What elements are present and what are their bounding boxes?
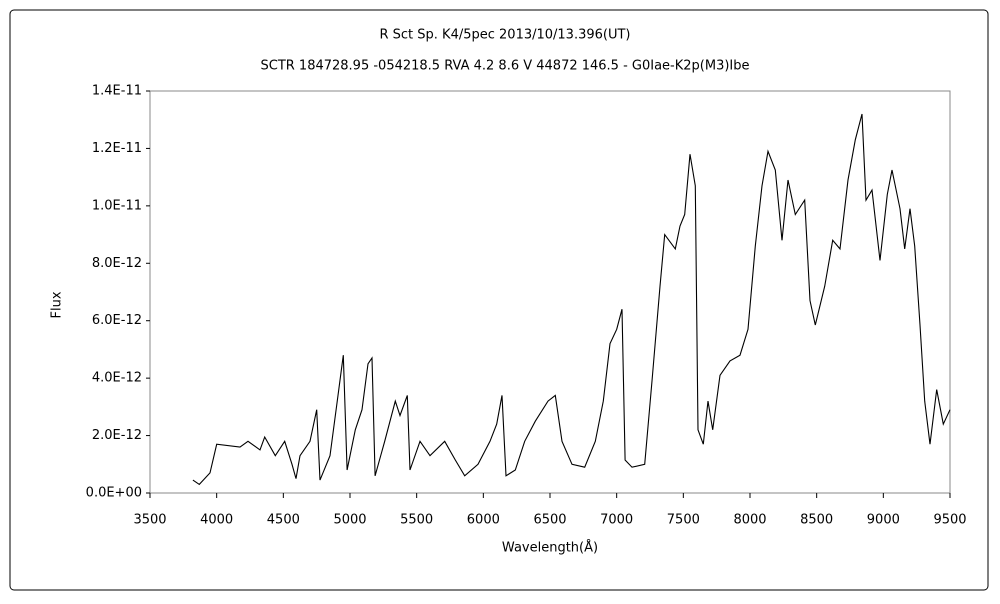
x-axis-label: Wavelength(Å) <box>502 540 598 556</box>
x-tick-label: 8000 <box>733 513 766 528</box>
x-tick-label: 8500 <box>800 513 833 528</box>
x-tick-label: 4000 <box>200 513 233 528</box>
y-tick-label: 8.0E-12 <box>92 256 142 271</box>
x-tick-label: 9500 <box>933 513 966 528</box>
x-tick-label: 6000 <box>467 513 500 528</box>
x-tick-label: 4500 <box>267 513 300 528</box>
chart-title: R Sct Sp. K4/5pec 2013/10/13.396(UT) <box>379 28 630 43</box>
y-tick-label: 4.0E-12 <box>92 371 142 386</box>
y-tick-label: 2.0E-12 <box>92 428 142 443</box>
y-tick-label: 6.0E-12 <box>92 313 142 328</box>
y-tick-label: 1.0E-11 <box>92 198 142 213</box>
spectrum-line <box>192 113 951 486</box>
x-tick-label: 7000 <box>600 513 633 528</box>
y-tick-label: 1.2E-11 <box>92 141 142 156</box>
plot-area <box>149 90 951 494</box>
chart-subtitle: SCTR 184728.95 -054218.5 RVA 4.2 8.6 V 4… <box>260 59 749 74</box>
x-tick-label: 5500 <box>400 513 433 528</box>
x-tick-label: 9000 <box>867 513 900 528</box>
x-tick-label: 5000 <box>333 513 366 528</box>
x-tick-label: 3500 <box>133 513 166 528</box>
x-tick-label: 6500 <box>533 513 566 528</box>
y-axis-label: Flux <box>50 291 65 318</box>
x-tick-label: 7500 <box>667 513 700 528</box>
y-tick-label: 1.4E-11 <box>92 84 142 99</box>
y-tick-label: 0.0E+00 <box>86 486 142 501</box>
